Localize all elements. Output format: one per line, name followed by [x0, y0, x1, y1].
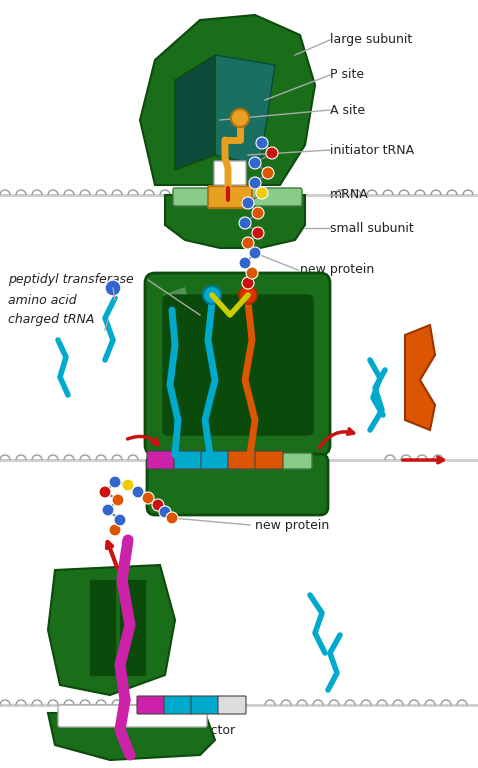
Circle shape — [152, 499, 164, 511]
Text: peptidyl transferase: peptidyl transferase — [8, 273, 134, 286]
FancyBboxPatch shape — [218, 696, 246, 714]
Circle shape — [99, 486, 111, 498]
Polygon shape — [48, 565, 175, 695]
Circle shape — [105, 280, 121, 296]
FancyBboxPatch shape — [147, 454, 328, 515]
Circle shape — [102, 504, 114, 516]
Circle shape — [203, 286, 221, 304]
Circle shape — [239, 217, 251, 229]
Circle shape — [122, 479, 134, 491]
Text: initiator tRNA: initiator tRNA — [330, 144, 414, 157]
FancyBboxPatch shape — [164, 696, 192, 714]
Text: small subunit: small subunit — [330, 221, 414, 234]
Circle shape — [109, 476, 121, 488]
Circle shape — [256, 187, 268, 199]
Text: new protein: new protein — [300, 263, 374, 276]
FancyBboxPatch shape — [201, 451, 229, 469]
Circle shape — [242, 277, 254, 289]
Polygon shape — [165, 195, 305, 248]
Polygon shape — [175, 55, 215, 170]
Circle shape — [142, 492, 154, 504]
Polygon shape — [140, 15, 315, 185]
Circle shape — [239, 257, 251, 269]
Circle shape — [166, 512, 178, 524]
Circle shape — [256, 137, 268, 149]
FancyBboxPatch shape — [191, 696, 219, 714]
Circle shape — [249, 157, 261, 169]
FancyBboxPatch shape — [163, 295, 313, 435]
Circle shape — [231, 109, 249, 127]
Text: A: A — [177, 111, 193, 130]
Circle shape — [242, 197, 254, 209]
FancyBboxPatch shape — [228, 451, 256, 469]
FancyBboxPatch shape — [208, 186, 252, 208]
Circle shape — [266, 147, 278, 159]
Text: A site: A site — [330, 104, 365, 117]
FancyBboxPatch shape — [173, 188, 302, 206]
Text: Release factor: Release factor — [145, 723, 235, 737]
Text: large subunit: large subunit — [330, 34, 412, 47]
Circle shape — [114, 514, 126, 526]
Circle shape — [249, 247, 261, 259]
Circle shape — [246, 267, 258, 279]
Circle shape — [109, 524, 121, 536]
Text: P site: P site — [330, 68, 364, 81]
Circle shape — [239, 286, 257, 304]
Circle shape — [159, 506, 171, 518]
Polygon shape — [48, 713, 215, 760]
FancyBboxPatch shape — [137, 696, 165, 714]
Polygon shape — [215, 55, 275, 165]
Circle shape — [252, 207, 264, 219]
Polygon shape — [163, 287, 220, 428]
Circle shape — [242, 237, 254, 249]
Polygon shape — [405, 325, 435, 430]
Text: amino acid: amino acid — [8, 293, 76, 306]
Polygon shape — [90, 580, 115, 675]
Text: new protein: new protein — [255, 518, 329, 531]
Circle shape — [132, 486, 144, 498]
Text: P: P — [235, 91, 249, 110]
Circle shape — [249, 177, 261, 189]
FancyBboxPatch shape — [174, 451, 202, 469]
Circle shape — [112, 494, 124, 506]
FancyBboxPatch shape — [147, 451, 175, 469]
Text: mRNA: mRNA — [330, 188, 369, 201]
FancyBboxPatch shape — [214, 161, 246, 185]
FancyBboxPatch shape — [163, 453, 312, 469]
FancyBboxPatch shape — [145, 273, 330, 455]
Circle shape — [252, 227, 264, 239]
Polygon shape — [120, 580, 145, 675]
FancyBboxPatch shape — [255, 451, 283, 469]
Circle shape — [262, 167, 274, 179]
Text: charged tRNA: charged tRNA — [8, 313, 94, 326]
FancyBboxPatch shape — [58, 705, 207, 727]
